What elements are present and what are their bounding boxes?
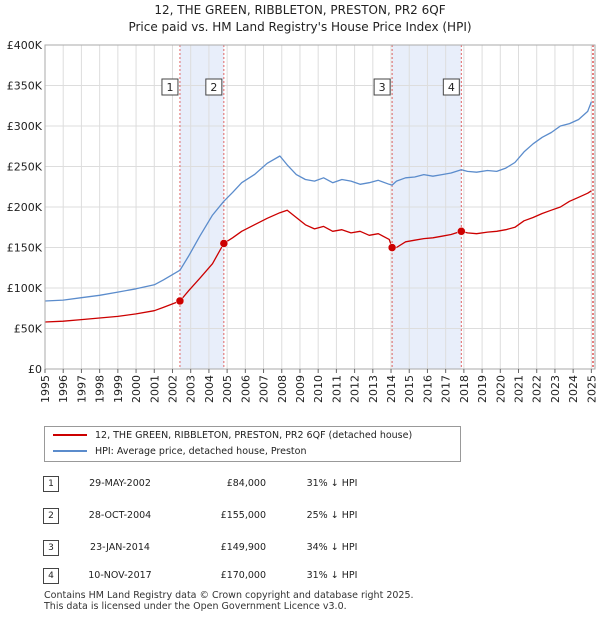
y-tick-label: £350K [7,80,43,93]
x-tick-label: 2001 [148,375,161,403]
x-tick-label: 2013 [367,375,380,403]
x-tick-label: 2008 [276,375,289,403]
table-row: 4 10-NOV-2017 £170,000 31% ↓ HPI [0,568,600,588]
sale-hpi-diff: 31% ↓ HPI [306,570,358,581]
x-tick-label: 2002 [166,375,179,403]
chart-subtitle: Price paid vs. HM Land Registry's House … [128,20,471,34]
x-tick-label: 2011 [330,375,343,403]
x-tick-label: 2018 [458,375,471,403]
x-tick-label: 2005 [221,375,234,403]
x-tick-label: 2025 [585,375,598,403]
hpi-line [44,101,593,302]
x-tick-label: 2016 [421,375,434,403]
y-tick-label: £200K [7,201,43,214]
x-tick-label: 2010 [312,375,325,403]
x-tick-label: 2006 [239,375,252,403]
x-tick-label: 2009 [294,375,307,403]
chart-title: 12, THE GREEN, RIBBLETON, PRESTON, PR2 6… [154,3,445,17]
sale-number-badge: 1 [43,476,59,492]
y-tick-label: £300K [7,120,43,133]
x-tick-label: 1997 [75,375,88,403]
x-tick-label: 2020 [494,375,507,403]
legend-item-hpi: HPI: Average price, detached house, Pres… [53,444,306,460]
property-price-line [44,190,592,323]
legend-swatch-red [53,433,87,436]
x-tick-label: 2019 [476,375,489,403]
sale-date: 23-JAN-2014 [90,542,150,553]
sale-point [175,296,185,306]
x-tick-label: 2017 [440,375,453,403]
x-tick-label: 2021 [513,375,526,403]
x-tick-label: 2014 [385,375,398,403]
table-row: 2 28-OCT-2004 £155,000 25% ↓ HPI [0,508,600,528]
sale-number-badge: 2 [43,508,59,524]
plot-frame [44,44,596,370]
x-tick-label: 1995 [39,375,52,403]
y-tick-label: £100K [7,282,43,295]
x-tick-label: 1998 [94,375,107,403]
sale-date: 10-NOV-2017 [88,570,152,581]
sale-hpi-diff: 34% ↓ HPI [306,542,358,553]
sale-marker-label: 2 [210,81,217,94]
x-tick-label: 2003 [185,375,198,403]
table-row: 3 23-JAN-2014 £149,900 34% ↓ HPI [0,540,600,560]
table-row: 1 29-MAY-2002 £84,000 31% ↓ HPI [0,476,600,496]
legend: 12, THE GREEN, RIBBLETON, PRESTON, PR2 6… [44,426,461,462]
x-tick-label: 2004 [203,375,216,403]
x-tick-label: 2000 [130,375,143,403]
x-tick-label: 2022 [531,375,544,403]
sale-price: £149,900 [220,542,266,553]
legend-swatch-blue [53,449,87,452]
legend-label-hpi: HPI: Average price, detached house, Pres… [95,446,307,457]
sale-price: £155,000 [220,510,266,521]
x-tick-label: 2024 [567,375,580,403]
sale-date: 29-MAY-2002 [89,478,151,489]
y-tick-label: £0 [28,363,42,376]
sale-marker-box [442,78,460,96]
sale-date: 28-OCT-2004 [88,510,152,521]
sale-point [219,239,229,248]
sale-hpi-diff: 31% ↓ HPI [306,478,358,489]
sale-number-badge: 4 [43,568,59,584]
sale-price: £84,000 [226,478,266,489]
footer-line-2: This data is licensed under the Open Gov… [44,601,347,612]
legend-label-property: 12, THE GREEN, RIBBLETON, PRESTON, PR2 6… [95,430,413,441]
footer-attribution: Contains HM Land Registry data © Crown c… [44,590,414,612]
sale-marker-box [373,78,391,96]
sale-marker-label: 4 [448,81,455,94]
y-tick-label: £150K [7,242,43,255]
sale-marker-box [205,78,223,96]
sale-marker-box [161,78,179,96]
sale-marker-label: 1 [166,81,173,94]
sale-hpi-diff: 25% ↓ HPI [306,510,358,521]
sale-point [457,227,466,236]
y-tick-label: £50K [14,323,43,336]
sale-number-badge: 3 [43,540,59,556]
sale-price: £170,000 [220,570,266,581]
footer-line-1: Contains HM Land Registry data © Crown c… [44,590,414,601]
legend-item-property: 12, THE GREEN, RIBBLETON, PRESTON, PR2 6… [53,428,412,444]
sale-marker-label: 3 [379,81,386,94]
y-tick-label: £400K [7,39,43,52]
x-tick-label: 1996 [57,375,70,403]
x-tick-label: 2012 [349,375,362,403]
price-chart: 12, THE GREEN, RIBBLETON, PRESTON, PR2 6… [7,3,599,403]
x-tick-label: 2007 [258,375,271,403]
x-tick-label: 2015 [403,375,416,403]
x-tick-label: 1999 [112,375,125,403]
sale-point [387,243,397,252]
x-tick-label: 2023 [549,375,562,403]
y-tick-label: £250K [7,161,43,174]
